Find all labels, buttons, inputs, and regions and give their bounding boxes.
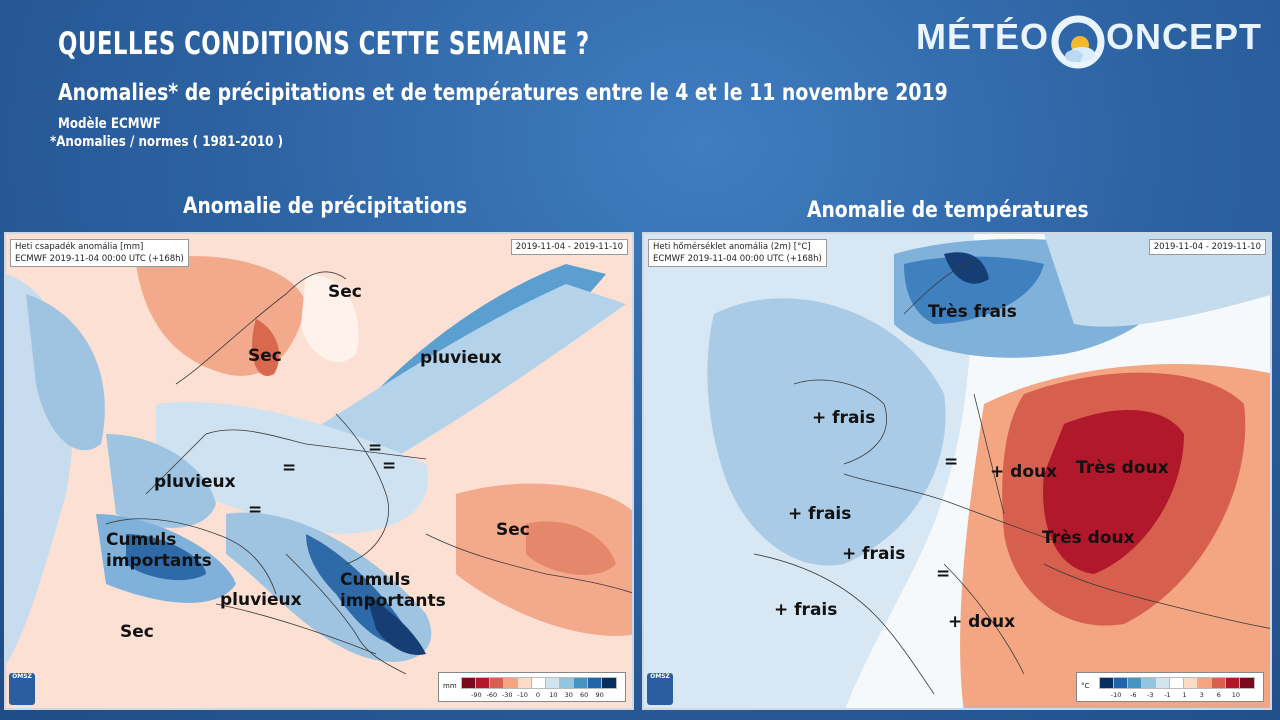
temp-heading: Anomalie de températures bbox=[807, 198, 1089, 223]
label-equal-4: = bbox=[248, 500, 263, 520]
label-equal-3: = bbox=[282, 458, 297, 478]
label-frais-uk: + frais bbox=[812, 408, 876, 428]
temp-legend-tick: 6 bbox=[1216, 691, 1221, 699]
temp-info-box: Heti hőmérséklet anomália (2m) [°C] ECMW… bbox=[648, 239, 827, 267]
precip-anomaly-map: Heti csapadék anomália [mm] ECMWF 2019-1… bbox=[4, 232, 634, 710]
precip-info-line1: Heti csapadék anomália [mm] bbox=[15, 242, 144, 252]
label-sec-norway: Sec bbox=[248, 346, 282, 366]
model-note: Modèle ECMWF bbox=[58, 116, 161, 132]
temp-legend-unit: °C bbox=[1081, 682, 1090, 690]
label-sec-north: Sec bbox=[328, 282, 362, 302]
label-frais-france: + frais bbox=[842, 544, 906, 564]
page-subtitle: Anomalies* de précipitations et de tempé… bbox=[58, 80, 948, 106]
omsz-logo: OMSZ bbox=[647, 673, 673, 705]
precip-date-range: 2019-11-04 - 2019-11-10 bbox=[510, 239, 628, 255]
omsz-logo: OMSZ bbox=[9, 673, 35, 705]
precip-legend-tick: -90 bbox=[471, 691, 482, 699]
logo-text-concept: ONCEPT bbox=[1106, 16, 1263, 57]
temp-color-legend: °C -10 -6 -3 -1 1 3 6 10 bbox=[1076, 672, 1264, 702]
label-tres-frais: Très frais bbox=[928, 302, 1017, 322]
label-pluvieux-northeast: pluvieux bbox=[420, 348, 502, 368]
temp-legend-swatch bbox=[1239, 677, 1255, 689]
meteo-concept-logo: MÉTÉO ONCEPT bbox=[916, 10, 1266, 74]
label-equal-2: = bbox=[382, 456, 397, 476]
temp-info-line1: Heti hőmérséklet anomália (2m) [°C] bbox=[653, 242, 811, 252]
precip-legend-tick: -60 bbox=[486, 691, 498, 699]
label-cumuls-east: Cumuls importants bbox=[340, 570, 446, 611]
label-cumuls-west: Cumuls importants bbox=[106, 530, 212, 571]
precip-heading: Anomalie de précipitations bbox=[183, 194, 468, 219]
label-pluvieux-med: pluvieux bbox=[220, 590, 302, 610]
precip-map-graphic bbox=[6, 234, 632, 708]
temp-legend-tick: -3 bbox=[1147, 691, 1154, 699]
temp-date-range: 2019-11-04 - 2019-11-10 bbox=[1148, 239, 1266, 255]
logo-text-meteo: MÉTÉO bbox=[916, 16, 1050, 57]
omsz-logo-text: OMSZ bbox=[12, 673, 32, 680]
label-sec-southwest: Sec bbox=[120, 622, 154, 642]
precip-legend-unit: mm bbox=[443, 682, 457, 690]
temp-legend-tick: -10 bbox=[1110, 691, 1122, 699]
temp-info-line2: ECMWF 2019-11-04 00:00 UTC (+168h) bbox=[653, 254, 822, 264]
precip-legend-tick: 10 bbox=[549, 691, 558, 699]
precip-legend-tick: -10 bbox=[517, 691, 528, 699]
temp-map-graphic bbox=[644, 234, 1270, 708]
label-tres-doux-1: Très doux bbox=[1076, 458, 1169, 478]
label-tres-doux-2: Très doux bbox=[1042, 528, 1135, 548]
precip-legend-tick: -30 bbox=[501, 691, 513, 699]
label-frais-iberia: + frais bbox=[774, 600, 838, 620]
label-equal-1: = bbox=[368, 438, 383, 458]
precip-legend-tick: 60 bbox=[580, 691, 589, 699]
precip-color-legend: mm -90 -60 -30 -10 0 10 30 60 90 bbox=[438, 672, 626, 702]
label-sec-east: Sec bbox=[496, 520, 530, 540]
label-doux-2: + doux bbox=[948, 612, 1016, 632]
label-equal-temp-2: = bbox=[936, 564, 951, 584]
label-frais-west: + frais bbox=[788, 504, 852, 524]
label-equal-temp-1: = bbox=[944, 452, 959, 472]
precip-legend-tick: 90 bbox=[595, 691, 604, 699]
temp-legend-tick: 1 bbox=[1182, 691, 1187, 699]
omsz-logo-text: OMSZ bbox=[650, 673, 670, 680]
precip-legend-swatch bbox=[601, 677, 617, 689]
precip-legend-tick: 30 bbox=[564, 691, 573, 699]
label-doux-1: + doux bbox=[990, 462, 1058, 482]
precip-info-line2: ECMWF 2019-11-04 00:00 UTC (+168h) bbox=[15, 254, 184, 264]
sun-cloud-icon bbox=[1051, 15, 1105, 69]
temp-legend-tick: -6 bbox=[1129, 691, 1137, 699]
label-pluvieux-france: pluvieux bbox=[154, 472, 236, 492]
temp-anomaly-map: Heti hőmérséklet anomália (2m) [°C] ECMW… bbox=[642, 232, 1272, 710]
norms-note: *Anomalies / normes ( 1981-2010 ) bbox=[50, 134, 284, 150]
temp-legend-tick: 3 bbox=[1199, 691, 1204, 699]
temp-legend-tick: 10 bbox=[1231, 691, 1241, 699]
precip-info-box: Heti csapadék anomália [mm] ECMWF 2019-1… bbox=[10, 239, 189, 267]
page-title: QUELLES CONDITIONS CETTE SEMAINE ? bbox=[58, 26, 590, 62]
precip-legend-tick: 0 bbox=[535, 691, 541, 699]
temp-legend-tick: -1 bbox=[1164, 691, 1171, 699]
